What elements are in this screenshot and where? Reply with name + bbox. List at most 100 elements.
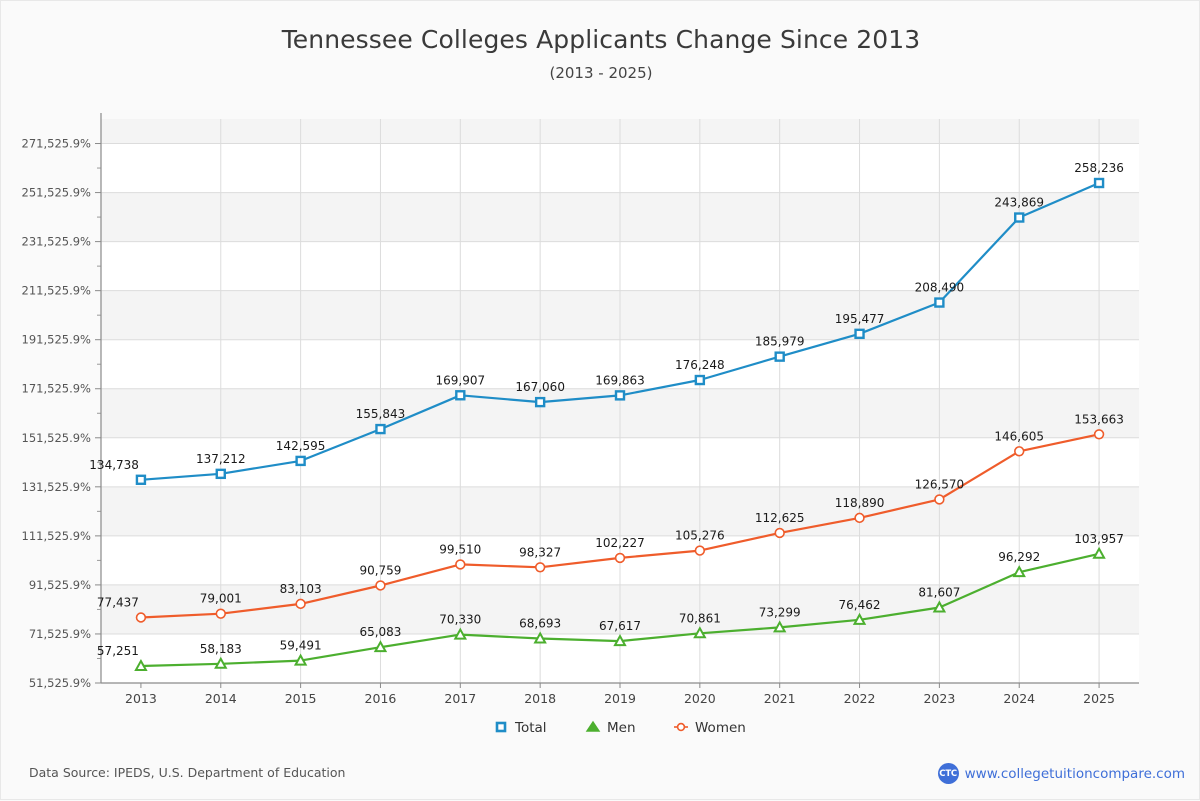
legend-label-women: Women (695, 720, 746, 736)
marker-women (1014, 446, 1025, 457)
marker-total (215, 468, 226, 480)
x-axis-label: 2025 (1083, 691, 1115, 706)
marker-men (453, 627, 468, 640)
data-point-label: 185,979 (755, 335, 805, 349)
data-point-label: 126,570 (915, 477, 965, 491)
data-point-label: 79,001 (200, 592, 242, 606)
data-point-label: 73,299 (759, 605, 801, 619)
data-point-label: 169,907 (435, 373, 485, 387)
marker-total (774, 351, 785, 362)
marker-women (215, 608, 226, 619)
data-point-label: 118,890 (835, 496, 885, 510)
x-axis-label: 2015 (285, 691, 317, 706)
x-axis-label: 2017 (444, 691, 476, 706)
legend-label-men: Men (607, 720, 636, 736)
y-axis-label: 231,525.9% (22, 235, 92, 249)
legend-marker-total (495, 721, 507, 733)
marker-women (934, 494, 945, 505)
marker-women (1093, 429, 1105, 440)
data-point-label: 146,605 (994, 429, 1044, 443)
x-axis-label: 2013 (125, 691, 157, 706)
marker-men (932, 600, 947, 613)
data-point-label: 67,617 (599, 619, 641, 633)
marker-men (852, 612, 867, 625)
marker-women (534, 562, 546, 573)
marker-women (774, 527, 785, 539)
marker-total (135, 474, 147, 485)
legend-marker-women (676, 722, 686, 732)
data-point-label: 96,292 (998, 550, 1040, 564)
y-axis-label: 271,525.9% (22, 137, 92, 151)
data-point-label: 58,183 (200, 642, 242, 656)
marker-total (694, 374, 706, 386)
data-point-label: 59,491 (280, 639, 322, 653)
data-point-label: 195,477 (835, 312, 885, 326)
marker-total (1093, 177, 1105, 189)
brand-url-link[interactable]: www.collegetuitioncompare.com (964, 765, 1185, 782)
data-point-label: 77,437 (97, 595, 139, 609)
marker-total (295, 455, 306, 467)
marker-women (854, 512, 865, 524)
data-point-label: 70,330 (439, 613, 481, 627)
marker-women (135, 612, 147, 623)
y-axis-label: 251,525.9% (22, 186, 92, 200)
data-point-label: 155,843 (356, 407, 406, 421)
legend-marker-men (585, 720, 601, 732)
x-axis-label: 2020 (684, 691, 716, 706)
marker-men (1012, 565, 1026, 578)
x-axis-label: 2023 (923, 691, 955, 706)
data-point-label: 65,083 (359, 625, 401, 639)
data-point-label: 167,060 (515, 380, 565, 394)
x-axis-label: 2022 (844, 691, 876, 706)
marker-total (534, 396, 546, 408)
y-axis-label: 91,525.9% (29, 578, 91, 592)
marker-total (854, 328, 865, 340)
data-point-label: 105,276 (675, 529, 725, 543)
y-axis-label: 211,525.9% (22, 284, 92, 298)
y-axis-label: 71,525.9% (29, 627, 91, 641)
x-axis-label: 2016 (365, 691, 397, 706)
data-point-label: 137,212 (196, 452, 246, 466)
data-point-label: 70,861 (679, 611, 721, 625)
x-axis-label: 2014 (205, 691, 237, 706)
data-point-label: 103,957 (1074, 532, 1124, 546)
y-axis-label: 111,525.9% (22, 529, 92, 543)
data-point-label: 169,863 (595, 373, 645, 387)
marker-total (614, 390, 626, 401)
data-point-label: 57,251 (97, 644, 139, 658)
ctc-logo-icon: CTC (937, 763, 959, 784)
data-point-label: 112,625 (755, 511, 805, 525)
data-point-label: 142,595 (276, 439, 326, 453)
data-source-note: Data Source: IPEDS, U.S. Department of E… (29, 765, 346, 780)
data-point-label: 90,759 (359, 563, 401, 577)
y-axis-label: 131,525.9% (22, 480, 92, 494)
marker-total (455, 390, 466, 401)
y-axis-label: 151,525.9% (22, 431, 92, 445)
marker-men (134, 658, 148, 671)
marker-total (1014, 212, 1025, 223)
data-point-label: 134,738 (89, 458, 139, 472)
marker-women (614, 552, 626, 564)
x-axis-label: 2024 (1003, 691, 1035, 706)
data-point-label: 176,248 (675, 358, 725, 372)
marker-total (375, 423, 386, 435)
data-point-label: 102,227 (595, 536, 645, 550)
chart-subtitle: (2013 - 2025) (549, 64, 653, 82)
marker-women (375, 580, 386, 591)
brand-watermark[interactable]: CTC www.collegetuitioncompare.com (937, 763, 1185, 784)
data-point-label: 76,462 (839, 598, 881, 612)
marker-men (293, 653, 308, 666)
data-point-label: 243,869 (994, 196, 1044, 210)
marker-men (613, 634, 627, 647)
data-point-label: 83,103 (280, 582, 322, 596)
data-point-label: 68,693 (519, 617, 561, 631)
marker-men (1092, 546, 1106, 559)
legend-label-total: Total (514, 720, 547, 736)
data-point-label: 208,490 (915, 281, 965, 295)
marker-men (533, 631, 547, 644)
data-point-label: 98,327 (519, 545, 561, 559)
data-point-label: 81,607 (918, 585, 960, 599)
